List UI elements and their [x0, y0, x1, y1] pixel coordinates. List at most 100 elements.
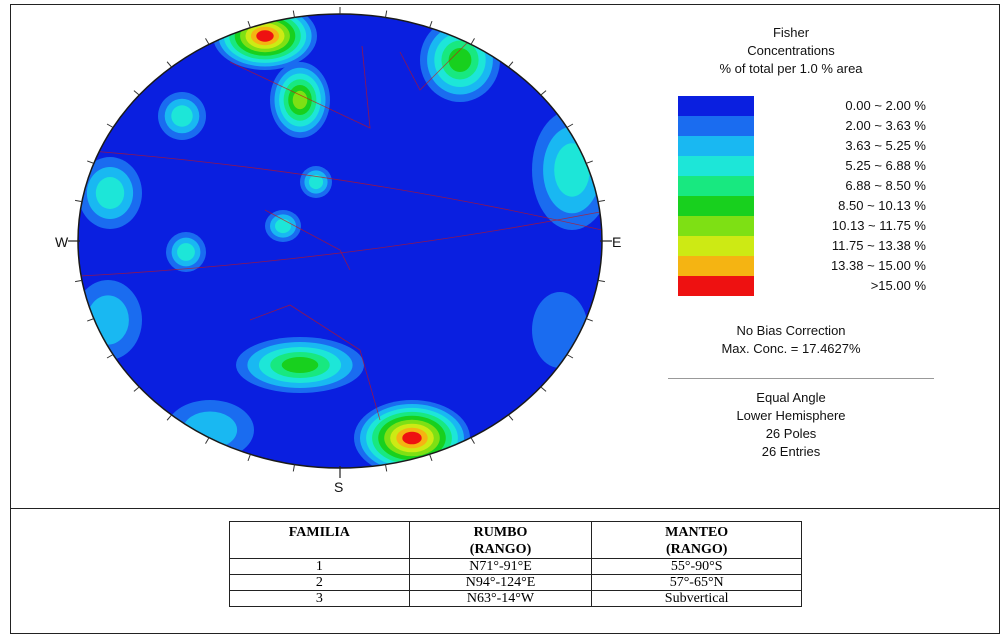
- legend-swatch: [678, 136, 754, 156]
- great-circle: [264, 209, 351, 271]
- legend-swatch: [678, 216, 754, 236]
- max-concentration-text: Max. Conc. = 17.4627%: [721, 341, 861, 356]
- perimeter-tick: [566, 354, 574, 359]
- stereonet-plot: W E S: [55, 7, 621, 495]
- legend-subtitle: Concentrations: [747, 43, 835, 58]
- cell-manteo: Subvertical: [591, 590, 802, 607]
- legend-projection-block: Equal Angle Lower Hemisphere 26 Poles 26…: [668, 389, 914, 461]
- perimeter-tick: [87, 160, 94, 164]
- legend-class-label: 11.75 ~ 13.38 %: [831, 238, 926, 253]
- contour-band: [281, 357, 319, 373]
- perimeter-tick: [586, 160, 593, 164]
- density-cluster: [420, 18, 500, 102]
- table-row: 2 N94°-124°E 57°-65°N: [229, 574, 802, 591]
- contour-band: [256, 30, 274, 42]
- perimeter-tick: [566, 123, 574, 128]
- perimeter-tick: [470, 38, 475, 45]
- entries-text: 26 Entries: [761, 444, 821, 459]
- cell-manteo: 55°-90°S: [591, 558, 802, 575]
- header-rumbo: RUMBO (RANGO): [408, 521, 593, 559]
- legend-color-bar: [678, 96, 754, 296]
- contour-band: [177, 243, 195, 261]
- legend-swatch: [678, 116, 754, 136]
- legend-class-label: 8.50 ~ 10.13 %: [838, 198, 926, 213]
- legend-swatch: [678, 256, 754, 276]
- legend-separator: [668, 378, 934, 379]
- perimeter-tick: [247, 20, 251, 28]
- contour-band: [87, 295, 129, 345]
- perimeter-tick: [385, 464, 388, 472]
- cell-manteo: 57°-65°N: [591, 574, 802, 591]
- perimeter-tick: [87, 318, 94, 322]
- east-label: E: [612, 234, 621, 250]
- perimeter-tick: [586, 318, 593, 322]
- perimeter-tick: [540, 386, 547, 392]
- density-cluster: [532, 292, 588, 368]
- legend-class-label: >15.00 %: [870, 278, 926, 293]
- perimeter-tick: [166, 414, 172, 421]
- perimeter-tick: [429, 454, 433, 462]
- density-cluster: [300, 166, 332, 198]
- density-cluster: [265, 210, 301, 242]
- contour-band: [275, 218, 291, 234]
- contour-band: [402, 431, 422, 445]
- legend-swatch: [678, 156, 754, 176]
- contour-band: [171, 105, 193, 127]
- density-cluster: [236, 337, 364, 393]
- perimeter-tick: [247, 454, 251, 462]
- cell-rumbo: N63°-14°W: [408, 590, 593, 607]
- legend-class-label: 13.38 ~ 15.00 %: [830, 258, 926, 273]
- perimeter-tick: [166, 61, 172, 68]
- bias-correction-text: No Bias Correction: [736, 323, 846, 338]
- figure-frame: [10, 4, 1000, 634]
- perimeter-tick: [106, 354, 114, 359]
- legend-class-label: 2.00 ~ 3.63 %: [845, 118, 926, 133]
- great-circle: [229, 45, 371, 129]
- perimeter-tick: [74, 199, 83, 203]
- table-row: 1 N71°-91°E 55°-90°S: [229, 558, 802, 575]
- great-circle: [79, 211, 601, 277]
- density-cluster: [166, 232, 206, 272]
- perimeter-tick: [597, 279, 606, 283]
- perimeter-tick: [385, 10, 388, 18]
- stereonet-background: [78, 14, 602, 468]
- table-row: 3 N63°-14°W Subvertical: [229, 590, 802, 607]
- cell-familia: 1: [229, 558, 410, 575]
- legend-swatch: [678, 176, 754, 196]
- cell-rumbo: N94°-124°E: [408, 574, 593, 591]
- header-manteo: MANTEO (RANGO): [591, 521, 802, 559]
- legend-class-label: 5.25 ~ 6.88 %: [845, 158, 926, 173]
- legend-swatch: [678, 196, 754, 216]
- contour-band: [532, 292, 588, 368]
- great-circle: [249, 304, 381, 421]
- perimeter-tick: [133, 386, 140, 392]
- contour-band: [292, 90, 308, 110]
- perimeter-tick: [429, 20, 433, 28]
- contour-band: [308, 174, 324, 190]
- contour-band: [448, 48, 472, 72]
- figure-divider: [10, 508, 1000, 509]
- west-label: W: [55, 234, 69, 250]
- families-table: FAMILIA RUMBO (RANGO) MANTEO (RANGO) 1 N71…: [229, 521, 802, 607]
- perimeter-tick: [508, 61, 514, 68]
- density-cluster: [78, 157, 142, 229]
- legend-class-label: 6.88 ~ 8.50 %: [845, 178, 926, 193]
- legend-class-label: 3.63 ~ 5.25 %: [845, 138, 926, 153]
- great-circles: [78, 39, 602, 421]
- perimeter-tick: [597, 199, 606, 203]
- perimeter-tick: [292, 10, 295, 18]
- legend-swatch: [678, 96, 754, 116]
- perimeter-tick: [292, 464, 295, 472]
- great-circle: [78, 149, 602, 231]
- density-cluster: [270, 62, 330, 138]
- legend-bias-block: No Bias Correction Max. Conc. = 17.4627%: [668, 322, 914, 358]
- cell-familia: 2: [229, 574, 410, 591]
- poles-text: 26 Poles: [765, 426, 817, 441]
- contour-band: [95, 177, 125, 209]
- perimeter-tick: [508, 414, 514, 421]
- cell-familia: 3: [229, 590, 410, 607]
- perimeter-tick: [106, 123, 114, 128]
- legend-class-label: 10.13 ~ 11.75 %: [831, 218, 926, 233]
- density-cluster: [158, 92, 206, 140]
- perimeter-tick: [205, 437, 210, 444]
